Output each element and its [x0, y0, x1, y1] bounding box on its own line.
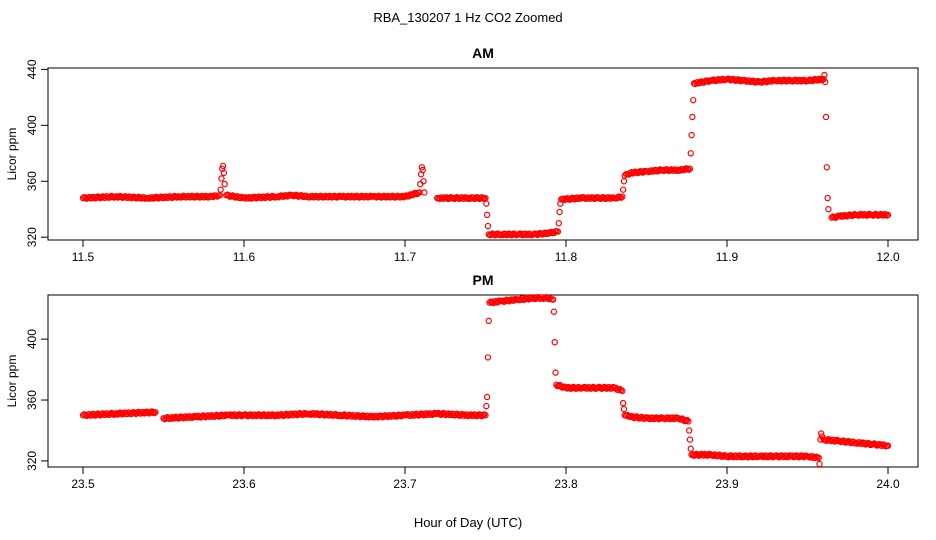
y-tick-label: 320 [25, 227, 39, 247]
y-tick-label: 400 [25, 329, 39, 349]
data-point [884, 442, 892, 449]
panel-am-title: AM [472, 45, 494, 61]
data-point [620, 405, 628, 413]
data-point [545, 295, 552, 303]
data-point [619, 186, 627, 193]
panel-pm: PM Licor ppm 23.5 23.6 23.7 23.8 23.9 24.0 320 36… [5, 272, 919, 491]
x-axis-label: Hour of Day (UTC) [414, 515, 522, 530]
data-point [483, 211, 491, 219]
y-tick-label: 320 [25, 451, 39, 471]
x-tick-label: 11.6 [233, 250, 256, 264]
data-point [824, 194, 831, 202]
data-point [686, 436, 694, 443]
data-point [821, 71, 828, 79]
data-point [484, 222, 492, 230]
figure-title: RBA_130207 1 Hz CO2 Zoomed [373, 10, 562, 25]
data-point [484, 354, 492, 361]
data-point [815, 454, 822, 462]
data-point [687, 150, 694, 157]
data-point [686, 165, 694, 172]
x-tick-label: 23.5 [71, 477, 95, 491]
y-tick-label: 360 [25, 171, 39, 191]
data-point [482, 412, 489, 419]
data-point [221, 180, 228, 188]
data-point [685, 427, 693, 434]
data-point [420, 178, 427, 185]
data-point [685, 166, 692, 173]
x-tick-label: 11.5 [72, 250, 95, 264]
data-point [822, 78, 829, 86]
data-point [551, 338, 558, 346]
data-point [620, 178, 628, 185]
data-point [685, 418, 692, 425]
data-point [683, 416, 691, 424]
data-point [220, 169, 228, 177]
data-point [687, 445, 694, 452]
data-point [619, 193, 626, 200]
x-tick-label: 23.6 [232, 477, 256, 491]
data-point [884, 211, 892, 219]
panel-am-points [79, 71, 892, 239]
panel-am-y-axis-label: Licor ppm [5, 128, 19, 181]
data-point [617, 194, 625, 201]
data-point [418, 164, 426, 171]
data-point [817, 430, 825, 437]
data-point [619, 399, 627, 407]
data-point [882, 211, 889, 218]
x-tick-label: 23.7 [393, 477, 417, 491]
data-point [555, 220, 562, 227]
data-point [483, 200, 490, 207]
x-tick-label: 11.9 [716, 250, 739, 264]
panel-am: AM Licor ppm 11.5 11.6 11.7 11.8 11.9 12.0 320 36… [5, 45, 919, 264]
data-point [485, 317, 492, 325]
data-point [218, 175, 225, 182]
x-tick-label: 24.0 [876, 477, 900, 491]
panel-pm-title: PM [473, 272, 494, 288]
data-point [419, 166, 426, 174]
data-point [483, 402, 490, 410]
panel-am-frame [47, 67, 919, 241]
data-point [219, 162, 227, 170]
data-point [544, 294, 551, 302]
data-point [421, 189, 428, 196]
x-tick-label: 23.8 [554, 477, 578, 491]
data-point [619, 387, 626, 395]
data-point [483, 393, 491, 401]
y-tick-label: 360 [25, 390, 39, 410]
data-point [217, 186, 224, 193]
data-point [616, 193, 623, 200]
data-point [825, 206, 832, 213]
x-tick-label: 11.7 [394, 250, 417, 264]
data-point [556, 208, 563, 216]
y-tick-label: 440 [25, 59, 39, 79]
panel-pm-points [79, 293, 892, 468]
y-tick-label: 400 [25, 115, 39, 135]
data-point [816, 460, 823, 468]
data-point [552, 369, 559, 376]
data-point [549, 296, 557, 303]
data-point [152, 409, 159, 416]
data-point [550, 308, 558, 315]
data-point [689, 96, 697, 104]
data-point [689, 113, 696, 121]
data-point [688, 131, 695, 139]
panel-pm-y-axis-label: Licor ppm [5, 355, 19, 408]
panel-pm-frame [47, 294, 919, 468]
data-point [823, 164, 831, 171]
data-point [822, 113, 830, 121]
x-tick-label: 12.0 [876, 250, 900, 264]
data-point [811, 454, 819, 462]
x-tick-label: 11.8 [555, 250, 578, 264]
x-tick-label: 23.9 [715, 477, 739, 491]
data-point [554, 228, 562, 235]
